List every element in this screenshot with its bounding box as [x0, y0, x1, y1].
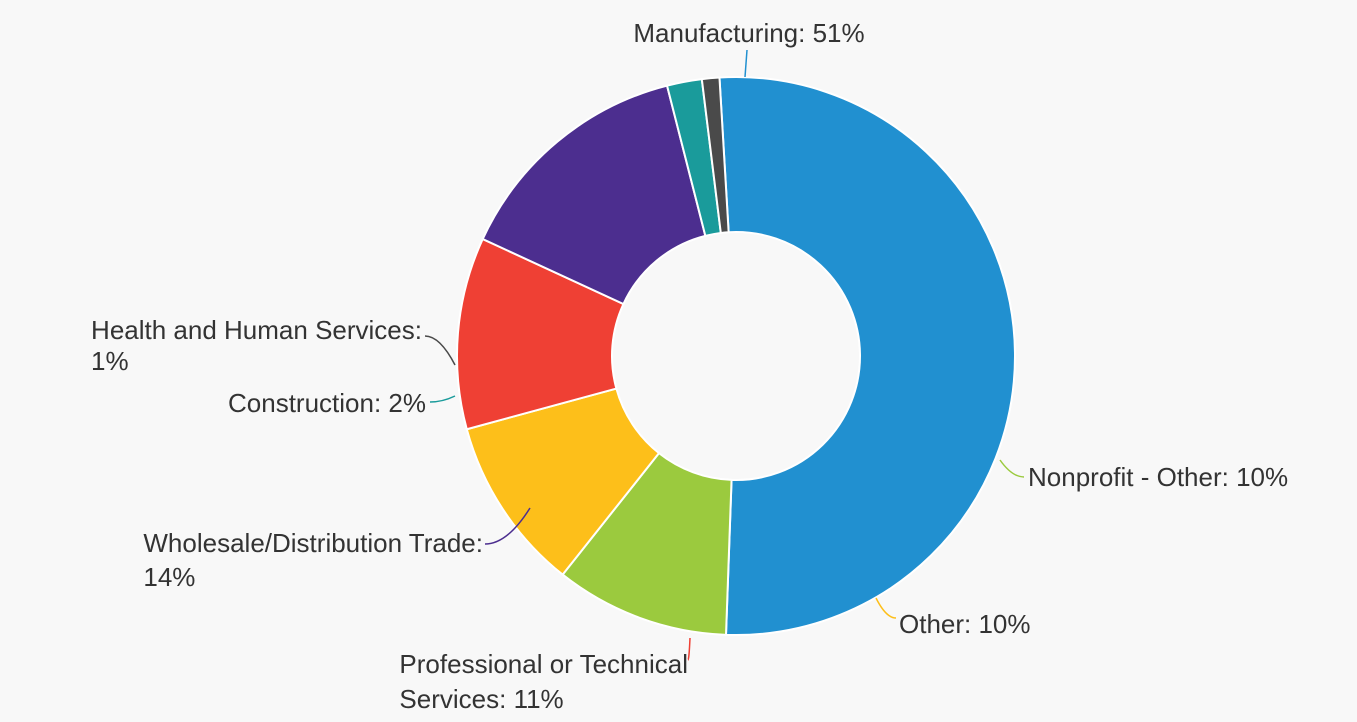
label-nonprofit-other: Nonprofit - Other: 10% — [1028, 462, 1288, 492]
slices-group — [456, 76, 1016, 636]
leader-line-other — [875, 597, 897, 619]
leader-line-manufacturing — [744, 49, 748, 78]
slice-manufacturing[interactable] — [718, 76, 1016, 636]
label-manufacturing: Manufacturing: 51% — [633, 18, 864, 48]
leader-line-nonprofit-other — [999, 459, 1025, 478]
label-health-and-human-services: Health and Human Services: 1% — [91, 315, 422, 376]
leader-line-professional-or-technical-services — [687, 637, 691, 661]
leader-line-construction — [429, 395, 456, 403]
label-other: Other: 10% — [899, 609, 1031, 639]
label-professional-or-technical-services: Professional or Technical Services: 11% — [399, 649, 688, 714]
leader-line-wholesale-distribution-trade — [484, 507, 531, 545]
label-wholesale-distribution-trade: Wholesale/Distribution Trade: 14% — [143, 528, 483, 592]
slice-health-and-human-services[interactable] — [700, 76, 730, 235]
leader-line-health-and-human-services — [424, 335, 456, 366]
leader-lines-group — [424, 49, 1025, 661]
label-construction: Construction: 2% — [228, 388, 426, 418]
labels-group: Manufacturing: 51% Nonprofit - Other: 10%… — [91, 18, 1288, 714]
slice-wholesale-distribution-trade[interactable] — [481, 84, 707, 306]
